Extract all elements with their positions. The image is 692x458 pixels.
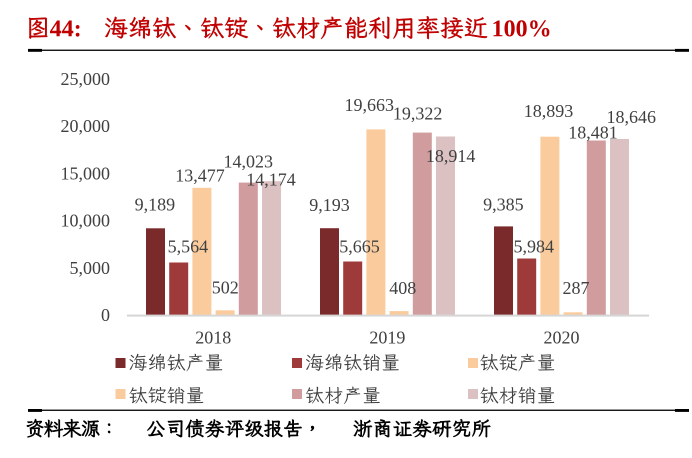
svg-text:408: 408 <box>389 278 416 298</box>
svg-text:20,000: 20,000 <box>61 116 111 136</box>
svg-text:14,174: 14,174 <box>246 170 296 190</box>
svg-text:10,000: 10,000 <box>61 211 111 231</box>
svg-text:9,189: 9,189 <box>135 195 176 215</box>
svg-text:18,646: 18,646 <box>606 107 656 127</box>
svg-text:9,193: 9,193 <box>309 195 350 215</box>
svg-text:18,893: 18,893 <box>524 101 574 121</box>
svg-text:5,000: 5,000 <box>70 258 111 278</box>
svg-text:15,000: 15,000 <box>61 163 111 183</box>
svg-text:19,322: 19,322 <box>393 104 443 124</box>
svg-text:502: 502 <box>212 277 239 297</box>
svg-text:13,477: 13,477 <box>175 166 225 186</box>
svg-text:5,665: 5,665 <box>339 236 380 256</box>
svg-text:0: 0 <box>101 305 110 325</box>
svg-text:19,663: 19,663 <box>344 95 394 115</box>
svg-text:2018: 2018 <box>195 328 231 348</box>
svg-text:25,000: 25,000 <box>61 69 111 89</box>
svg-text:18,481: 18,481 <box>568 122 618 142</box>
svg-text:14,023: 14,023 <box>223 151 273 171</box>
svg-text:18,914: 18,914 <box>426 146 476 166</box>
svg-text:5,564: 5,564 <box>168 236 209 256</box>
svg-text:287: 287 <box>563 278 590 298</box>
svg-text:9,385: 9,385 <box>483 195 524 215</box>
svg-text:2019: 2019 <box>369 328 405 348</box>
svg-text:5,984: 5,984 <box>514 236 555 256</box>
svg-text:2020: 2020 <box>544 328 580 348</box>
